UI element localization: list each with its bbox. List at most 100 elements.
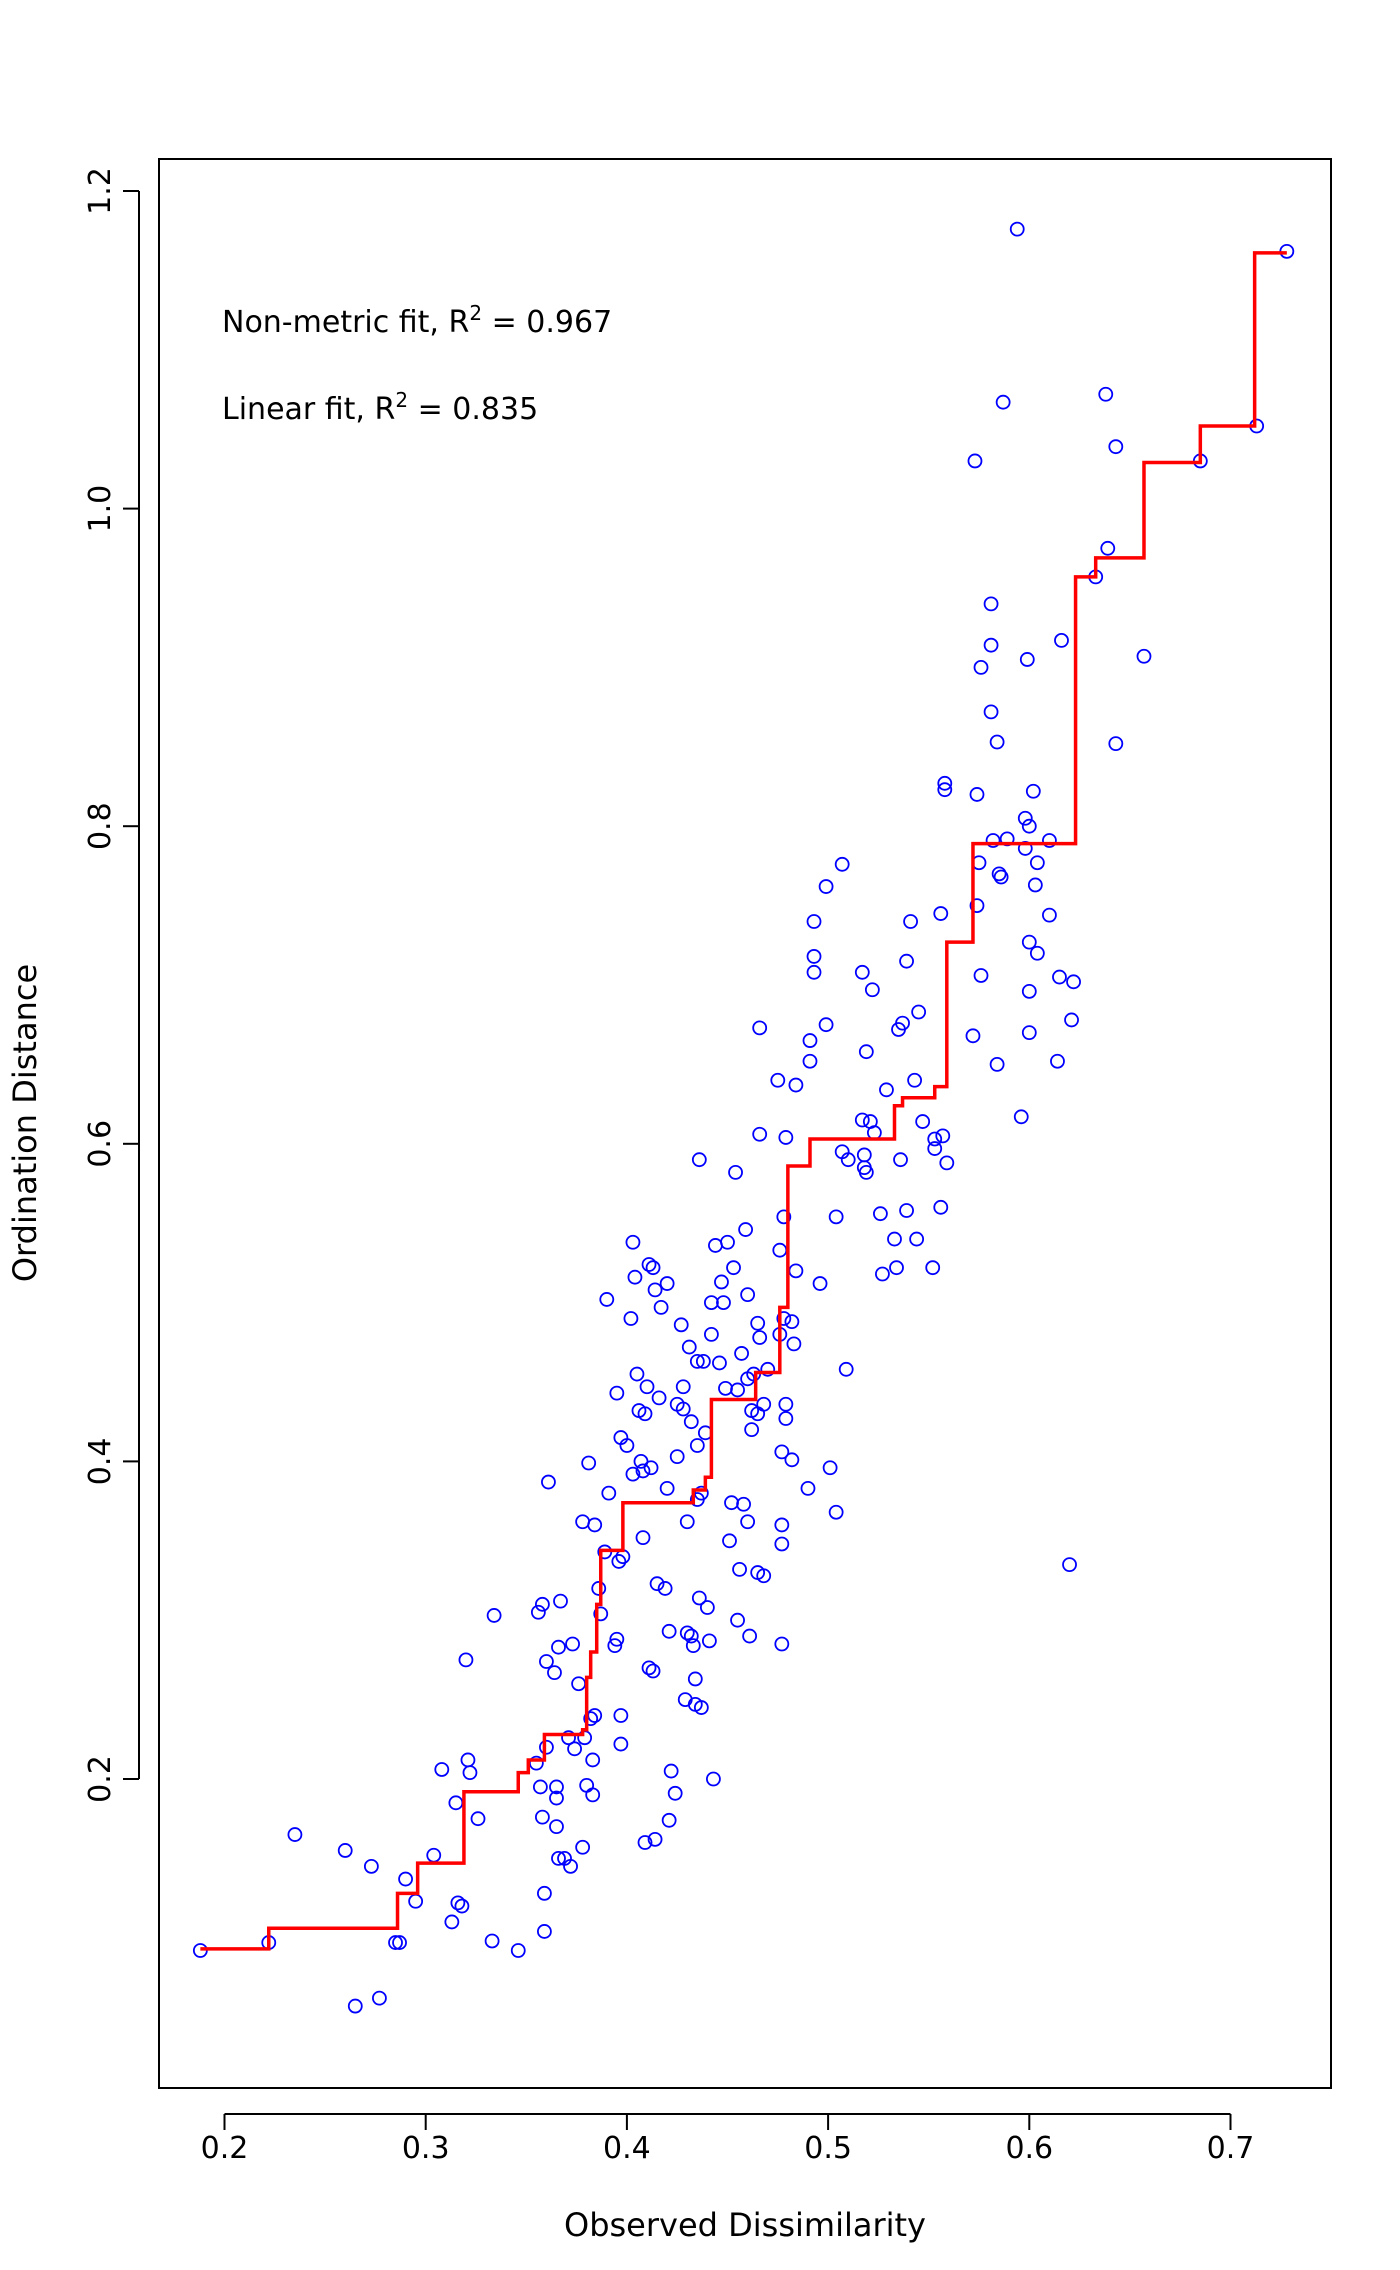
- annotation-linear: Linear fit, R2 = 0.835: [222, 388, 538, 427]
- data-point: [675, 1401, 691, 1417]
- data-point: [635, 1530, 651, 1546]
- data-point: [728, 1164, 743, 1180]
- data-point: [899, 1203, 914, 1218]
- data-point: [734, 1346, 749, 1361]
- data-point: [828, 1504, 844, 1520]
- data-point: [625, 1234, 641, 1250]
- data-point: [774, 1517, 790, 1533]
- data-point: [585, 1752, 601, 1768]
- data-point: [840, 1152, 856, 1168]
- data-point: [484, 1933, 500, 1949]
- x-tick-label: 0.7: [1207, 2131, 1255, 2166]
- data-point: [818, 879, 834, 894]
- data-point: [629, 1366, 645, 1382]
- data-point: [800, 1480, 816, 1496]
- data-point: [909, 1231, 925, 1247]
- data-point: [645, 1663, 661, 1679]
- data-point: [647, 1831, 663, 1847]
- data-point: [1136, 648, 1152, 664]
- data-point: [732, 1561, 747, 1577]
- data-point: [935, 1128, 951, 1144]
- data-point: [1100, 540, 1116, 556]
- data-point: [599, 1292, 615, 1307]
- data-point: [774, 1636, 790, 1652]
- data-point: [611, 1554, 627, 1569]
- data-point: [714, 1274, 729, 1290]
- data-point: [887, 1231, 902, 1247]
- data-point: [661, 1812, 677, 1828]
- y-tick-label: 0.6: [83, 1120, 118, 1168]
- data-point: [591, 1581, 607, 1596]
- data-point: [937, 782, 953, 798]
- data-point: [458, 1652, 474, 1668]
- data-point: [534, 1596, 550, 1612]
- data-point: [673, 1317, 689, 1333]
- data-point: [647, 1282, 663, 1298]
- data-point: [687, 1671, 703, 1687]
- non-metric-fit-line: [200, 251, 1287, 1951]
- data-point: [691, 1152, 707, 1168]
- data-point: [760, 1361, 776, 1377]
- annotation-nonmetric: Non-metric fit, R2 = 0.967: [222, 301, 612, 340]
- data-point: [539, 1654, 554, 1669]
- data-point: [689, 1353, 705, 1369]
- data-point: [661, 1623, 677, 1639]
- data-point: [1062, 1557, 1077, 1573]
- data-point: [752, 1126, 768, 1142]
- data-point: [806, 949, 822, 964]
- data-point: [933, 906, 949, 921]
- data-point: [462, 1765, 478, 1781]
- data-point: [993, 869, 1009, 885]
- data-point: [663, 1763, 679, 1779]
- x-tick-label: 0.2: [201, 2131, 249, 2166]
- data-point: [641, 1257, 657, 1272]
- data-point: [691, 1590, 707, 1606]
- data-point: [639, 1379, 655, 1395]
- data-point: [1029, 945, 1045, 961]
- data-point: [772, 1242, 788, 1258]
- data-point: [1066, 974, 1081, 990]
- data-point: [537, 1885, 552, 1901]
- data-point: [854, 1112, 870, 1128]
- data-point: [454, 1898, 470, 1914]
- data-point: [856, 1147, 872, 1163]
- data-point: [460, 1752, 476, 1768]
- data-point: [693, 1700, 709, 1715]
- data-point: [561, 1730, 576, 1746]
- data-point: [708, 1238, 723, 1253]
- data-point: [838, 1361, 854, 1377]
- y-tick-label: 0.2: [83, 1755, 118, 1803]
- data-point: [899, 953, 914, 969]
- data-point: [1098, 386, 1114, 402]
- data-point: [774, 1536, 790, 1552]
- data-point: [744, 1422, 760, 1438]
- x-tick-label: 0.6: [1005, 2131, 1053, 2166]
- data-point: [788, 1077, 804, 1093]
- data-point: [893, 1152, 908, 1168]
- data-point: [973, 660, 989, 675]
- data-point: [866, 1125, 882, 1141]
- data-point: [806, 964, 822, 980]
- data-point: [752, 1020, 768, 1036]
- data-point: [701, 1633, 717, 1649]
- data-point: [991, 866, 1007, 882]
- data-point: [683, 1628, 699, 1644]
- data-point: [601, 1485, 617, 1501]
- data-point: [627, 1269, 643, 1285]
- data-point: [854, 964, 870, 980]
- data-point: [537, 1924, 552, 1939]
- data-point: [657, 1581, 673, 1596]
- data-point: [434, 1762, 450, 1777]
- data-point: [448, 1795, 464, 1811]
- data-point: [965, 1028, 981, 1044]
- data-point: [1027, 877, 1043, 893]
- data-point: [593, 1606, 609, 1622]
- data-point: [907, 1072, 923, 1088]
- data-point: [927, 1131, 943, 1147]
- data-point: [651, 1390, 667, 1406]
- data-point: [450, 1895, 466, 1911]
- data-point: [1108, 439, 1124, 455]
- data-point: [685, 1638, 701, 1654]
- data-point: [903, 914, 918, 929]
- data-point: [786, 1336, 802, 1352]
